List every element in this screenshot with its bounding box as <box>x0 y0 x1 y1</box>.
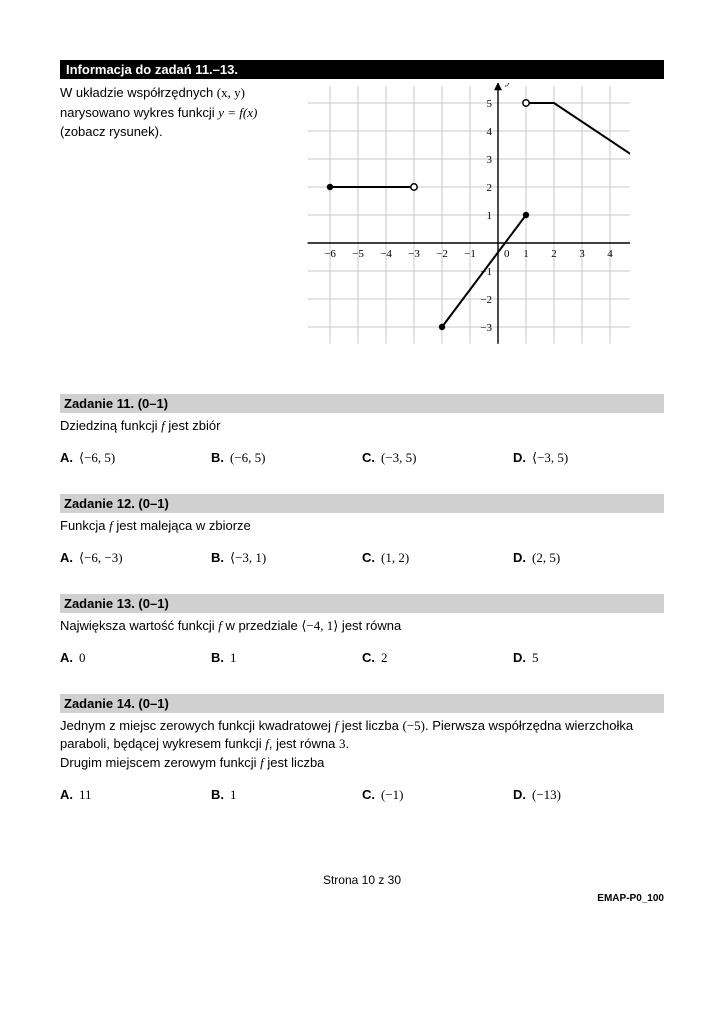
options-row: A.11B.1C.(−1)D.(−13) <box>60 787 664 803</box>
svg-text:2: 2 <box>551 248 557 260</box>
option: D.⟨−3, 5) <box>513 450 664 466</box>
option: A.11 <box>60 787 211 803</box>
svg-text:2: 2 <box>487 182 493 194</box>
options-row: A.⟨−6, 5)B.(−6, 5)C.(−3, 5)D.⟨−3, 5) <box>60 450 664 466</box>
svg-text:4: 4 <box>487 126 493 138</box>
task-header: Zadanie 11. (0–1) <box>60 394 664 413</box>
intro-l2b: y = f(x) <box>218 105 257 120</box>
options-row: A.0B.1C.2D.5 <box>60 650 664 666</box>
chart-svg: −6−5−4−3−2−112345−3−2−1123450xy <box>300 83 630 363</box>
svg-text:−5: −5 <box>352 248 364 260</box>
intro-l1a: W układzie współrzędnych <box>60 85 217 100</box>
svg-text:4: 4 <box>607 248 613 260</box>
option: C.2 <box>362 650 513 666</box>
svg-text:−3: −3 <box>408 248 420 260</box>
intro-text: W układzie współrzędnych (x, y) narysowa… <box>60 83 290 366</box>
options-row: A.⟨−6, −3)B.⟨−3, 1)C.(1, 2)D.(2, 5) <box>60 550 664 566</box>
task-header: Zadanie 14. (0–1) <box>60 694 664 713</box>
intro-l3: (zobacz rysunek). <box>60 124 163 139</box>
svg-text:−2: −2 <box>480 294 492 306</box>
info-header: Informacja do zadań 11.–13. <box>60 60 664 79</box>
option: D.(2, 5) <box>513 550 664 566</box>
task-prompt: Funkcja f jest malejąca w zbiorze <box>60 517 664 536</box>
task-header: Zadanie 13. (0–1) <box>60 594 664 613</box>
svg-text:−6: −6 <box>324 248 336 260</box>
tasks-container: Zadanie 11. (0–1) Dziedziną funkcji f jes… <box>60 394 664 803</box>
svg-text:1: 1 <box>487 210 493 222</box>
option: B.(−6, 5) <box>211 450 362 466</box>
svg-text:5: 5 <box>487 98 493 110</box>
option: B.1 <box>211 787 362 803</box>
intro-l2a: narysowano wykres funkcji <box>60 105 218 120</box>
svg-text:−2: −2 <box>436 248 448 260</box>
svg-text:0: 0 <box>504 248 510 260</box>
intro-l1b: (x, y) <box>217 85 245 100</box>
option: B.⟨−3, 1) <box>211 550 362 566</box>
option: B.1 <box>211 650 362 666</box>
svg-text:3: 3 <box>487 154 493 166</box>
intro-row: W układzie współrzędnych (x, y) narysowa… <box>60 83 664 366</box>
page-footer: Strona 10 z 30 <box>60 873 664 887</box>
svg-text:−4: −4 <box>380 248 392 260</box>
option: C.(−1) <box>362 787 513 803</box>
svg-text:1: 1 <box>523 248 529 260</box>
option: A.⟨−6, 5) <box>60 450 211 466</box>
task-header: Zadanie 12. (0–1) <box>60 494 664 513</box>
svg-text:−3: −3 <box>480 322 492 334</box>
option: A.⟨−6, −3) <box>60 550 211 566</box>
task-prompt: Jednym z miejsc zerowych funkcji kwadrat… <box>60 717 664 774</box>
task-prompt: Dziedziną funkcji f jest zbiór <box>60 417 664 436</box>
option: A.0 <box>60 650 211 666</box>
svg-text:3: 3 <box>579 248 585 260</box>
function-chart: −6−5−4−3−2−112345−3−2−1123450xy <box>300 83 664 366</box>
svg-text:−1: −1 <box>464 248 476 260</box>
option: C.(−3, 5) <box>362 450 513 466</box>
doc-code: EMAP-P0_100 <box>60 893 664 904</box>
svg-text:y: y <box>504 83 512 87</box>
option: D.5 <box>513 650 664 666</box>
task-prompt: Największa wartość funkcji f w przedzial… <box>60 617 664 636</box>
option: C.(1, 2) <box>362 550 513 566</box>
option: D.(−13) <box>513 787 664 803</box>
